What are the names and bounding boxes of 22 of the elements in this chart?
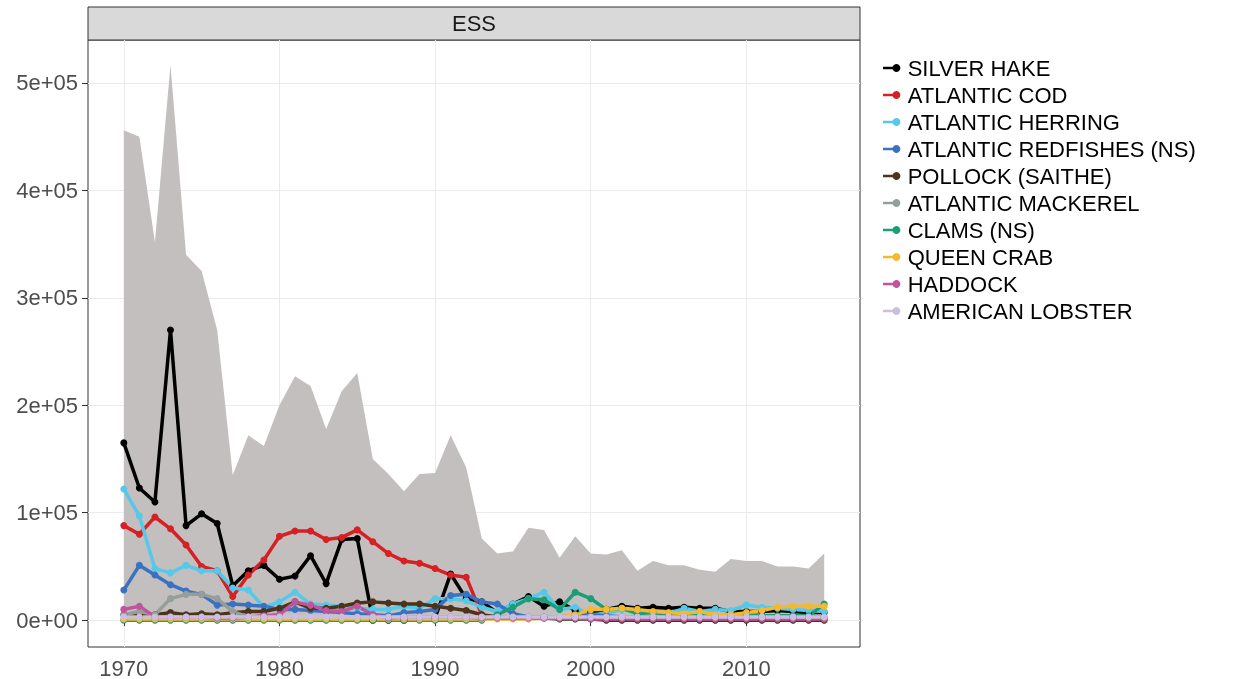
y-tick-label: 2e+05: [16, 392, 78, 418]
x-tick-label: 1970: [99, 655, 149, 679]
x-tick-label: 1990: [410, 655, 460, 679]
x-tick-label: 1980: [254, 655, 304, 679]
legend-label: ATLANTIC REDFISHES (NS): [907, 136, 1196, 162]
legend-label: POLLOCK (SAITHE): [907, 163, 1112, 189]
legend-label: AMERICAN LOBSTER: [907, 298, 1133, 324]
legend-label: CLAMS (NS): [907, 217, 1035, 243]
legend-label: ATLANTIC COD: [907, 82, 1068, 108]
legend-label: ATLANTIC HERRING: [907, 109, 1120, 135]
x-tick-label: 2010: [721, 655, 771, 679]
chart-title: ESS: [451, 11, 497, 36]
y-tick-label: 4e+05: [16, 177, 78, 203]
y-tick-label: 3e+05: [16, 285, 78, 311]
y-tick-label: 5e+05: [16, 70, 78, 96]
y-tick-label: 0e+00: [16, 607, 78, 633]
legend-label: QUEEN CRAB: [907, 244, 1054, 270]
x-tick-label: 2000: [566, 655, 616, 679]
y-tick-label: 1e+05: [16, 500, 78, 526]
legend-label: ATLANTIC MACKEREL: [907, 190, 1140, 216]
legend-label: HADDOCK: [907, 271, 1019, 297]
legend-label: SILVER HAKE: [907, 55, 1051, 81]
